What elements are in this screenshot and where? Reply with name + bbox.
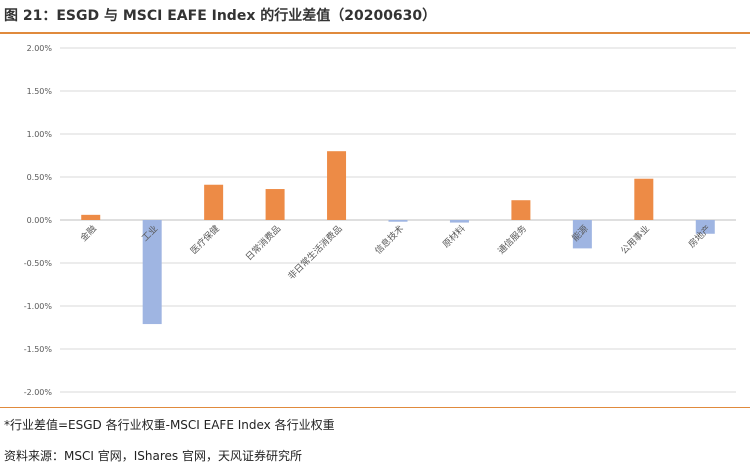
y-tick-label: 1.50% xyxy=(27,87,53,96)
footnote: *行业差值=ESGD 各行业权重-MSCI EAFE Index 各行业权重 xyxy=(4,418,335,432)
x-tick-label: 日常消费品 xyxy=(243,223,283,263)
x-tick-label: 通信服务 xyxy=(495,223,529,257)
top-rule xyxy=(0,32,750,34)
y-tick-label: -1.50% xyxy=(24,345,53,354)
y-tick-label: -0.50% xyxy=(24,259,53,268)
y-tick-label: -2.00% xyxy=(24,388,53,397)
bottom-rule xyxy=(0,407,750,408)
bar-chart: 2.00% 1.50% 1.00% 0.50% 0.00% -0.50% -1.00% -1.… xyxy=(24,44,736,397)
y-tick-label: 2.00% xyxy=(27,44,53,53)
bar xyxy=(204,184,224,220)
bar xyxy=(265,189,285,220)
bar xyxy=(449,220,469,223)
y-axis-ticks: 2.00% 1.50% 1.00% 0.50% 0.00% -0.50% -1.00% -1.… xyxy=(24,44,53,397)
chart-title: 图 21：ESGD 与 MSCI EAFE Index 的行业差值（202006… xyxy=(4,8,437,24)
bar xyxy=(142,220,162,325)
x-tick-label: 金融 xyxy=(78,223,99,244)
gridlines xyxy=(60,47,736,393)
source-note: 资料来源：MSCI 官网，IShares 官网，天风证券研究所 xyxy=(4,449,302,463)
bar xyxy=(634,178,654,220)
x-tick-label: 信息技术 xyxy=(372,223,406,257)
bar xyxy=(388,220,408,222)
y-tick-label: -1.00% xyxy=(24,302,53,311)
bar xyxy=(572,220,592,249)
x-tick-label: 公用事业 xyxy=(618,223,652,257)
y-tick-label: 0.50% xyxy=(27,173,53,182)
category-labels: 金融 工业 医疗保健 日常消费品 非日常生活消费品 信息技术 原材料 通信服务 能源 公用事业 房地… xyxy=(78,223,714,282)
bar xyxy=(511,200,531,220)
bars xyxy=(81,151,715,325)
bar xyxy=(81,214,101,220)
y-tick-label: 1.00% xyxy=(27,130,53,139)
x-tick-label: 医疗保健 xyxy=(188,223,222,257)
bar xyxy=(327,151,347,220)
y-tick-label: 0.00% xyxy=(27,216,53,225)
bar xyxy=(695,220,715,234)
x-tick-label: 原材料 xyxy=(440,223,468,251)
x-tick-label: 非日常生活消费品 xyxy=(285,223,344,282)
